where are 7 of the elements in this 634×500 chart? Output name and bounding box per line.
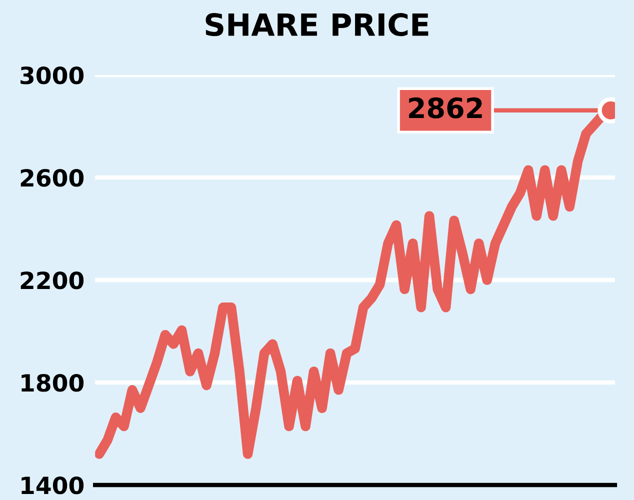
y-tick-label: 2200 bbox=[20, 271, 84, 290]
annotation: 2862 bbox=[409, 97, 482, 118]
y-tick-label: 2600 bbox=[20, 168, 84, 187]
y-tick-label: 3000 bbox=[20, 66, 84, 84]
y-tick-label: 1400 bbox=[22, 476, 84, 494]
chart-title: SHARE PRICE bbox=[206, 13, 428, 36]
y-tick-label: 1800 bbox=[22, 374, 84, 392]
